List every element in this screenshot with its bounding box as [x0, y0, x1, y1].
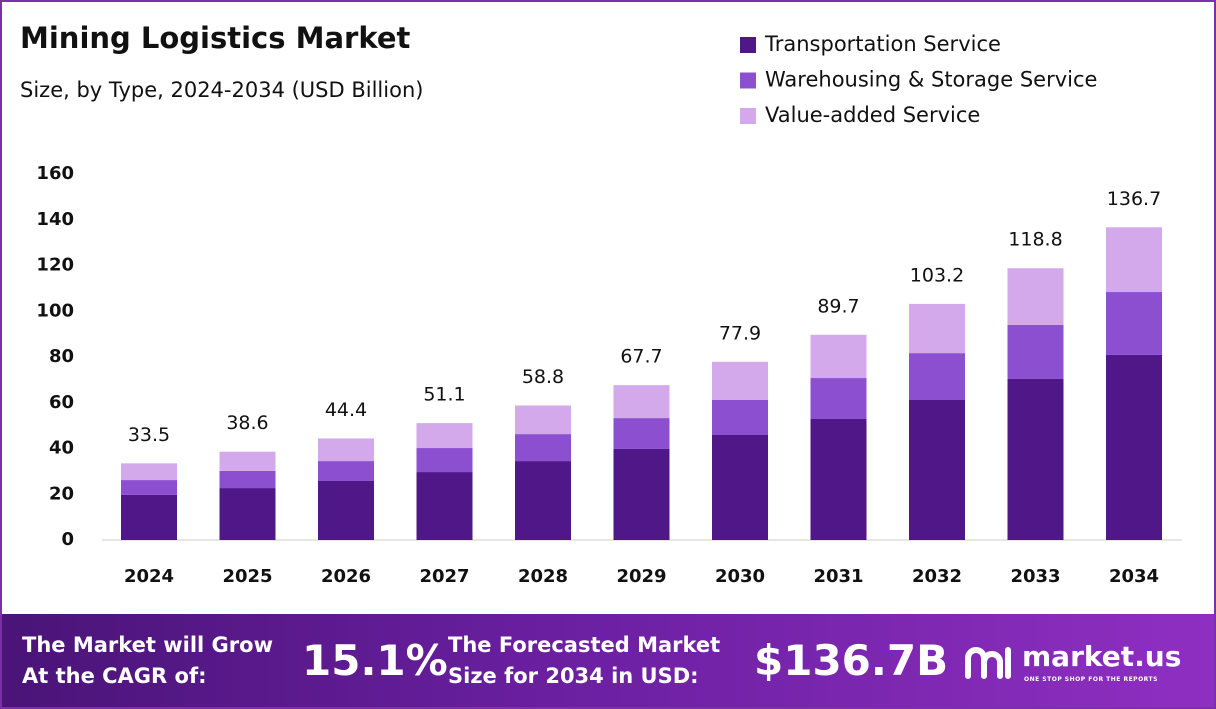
bar-segment: [515, 434, 571, 462]
x-tick-label: 2032: [912, 566, 962, 587]
bar-segment: [1007, 268, 1064, 325]
legend-swatch: [740, 108, 756, 124]
bar-segment: [1106, 227, 1162, 293]
bar-segment: [121, 494, 177, 540]
brand-tagline: ONE STOP SHOP FOR THE REPORTS: [1024, 676, 1158, 683]
total-label: 58.8: [522, 366, 564, 388]
bar-segment: [416, 423, 473, 449]
total-label: 136.7: [1107, 188, 1161, 210]
total-label: 77.9: [719, 322, 761, 344]
x-tick-label: 2028: [518, 566, 568, 587]
x-tick-label: 2029: [616, 566, 666, 587]
cagr-text: The Market will Grow At the CAGR of:: [22, 630, 273, 692]
bar-segment: [909, 400, 965, 540]
bar-segment: [515, 405, 571, 435]
total-label: 51.1: [423, 384, 465, 406]
bar-segment: [416, 448, 473, 473]
y-tick-label: 20: [49, 483, 74, 504]
x-tick-label: 2026: [321, 566, 371, 587]
bar-segment: [219, 451, 276, 471]
total-label: 67.7: [620, 346, 662, 368]
bar-segment: [121, 463, 177, 481]
brand-logo: [965, 647, 1011, 679]
bar-segment: [712, 361, 768, 401]
legend-swatch: [740, 72, 756, 89]
forecast-text: The Forecasted Market Size for 2034 in US…: [448, 630, 720, 692]
bar-segment: [219, 488, 276, 540]
y-tick-label: 120: [36, 255, 74, 276]
chart-subtitle: Size, by Type, 2024-2034 (USD Billion): [20, 78, 423, 102]
cagr-text-1: The Market will Grow: [22, 633, 273, 657]
bar-segment: [1106, 292, 1162, 355]
y-tick-label: 0: [61, 529, 74, 550]
total-label: 89.7: [817, 295, 859, 317]
y-tick-label: 60: [49, 392, 74, 413]
bar-segment: [613, 448, 670, 540]
x-tick-label: 2025: [222, 566, 272, 587]
bar-segment: [1007, 378, 1064, 540]
y-tick-label: 140: [36, 209, 74, 230]
bar-segment: [318, 438, 374, 462]
forecast-text-2: Size for 2034 in USD:: [448, 664, 699, 688]
forecast-text-1: The Forecasted Market: [448, 633, 721, 657]
y-tick-label: 160: [36, 163, 74, 184]
footer-banner: The Market will Grow At the CAGR of: 15.1…: [2, 614, 1214, 707]
y-tick-label: 100: [36, 300, 74, 321]
bar-segment: [712, 435, 768, 540]
chart-title: Mining Logistics Market: [20, 21, 411, 55]
y-tick-label: 80: [49, 346, 74, 367]
bar-segment: [219, 470, 276, 489]
bar-segment: [613, 418, 670, 449]
bar-segment: [909, 353, 965, 401]
total-label: 33.5: [128, 424, 170, 446]
legend-swatch: [740, 37, 756, 53]
bar-segment: [810, 418, 867, 540]
total-label: 118.8: [1008, 229, 1062, 251]
bar-segment: [712, 400, 768, 436]
bar-segment: [416, 472, 473, 540]
cagr-value: 15.1%: [302, 636, 448, 685]
total-label: 44.4: [325, 399, 367, 421]
chart: Mining Logistics Market Size, by Type, 2…: [20, 21, 1182, 587]
y-tick-label: 40: [49, 438, 74, 459]
total-label: 38.6: [226, 412, 268, 434]
x-tick-label: 2024: [124, 566, 174, 587]
bar-segment: [515, 461, 571, 540]
total-label: 103.2: [910, 264, 964, 286]
legend-label: Warehousing & Storage Service: [765, 68, 1097, 92]
bar-segment: [810, 378, 867, 419]
brand-name: market.us: [1022, 640, 1182, 673]
bar-segment: [613, 385, 670, 419]
bar-segment: [121, 480, 177, 495]
bar-segment: [318, 461, 374, 481]
x-tick-label: 2031: [813, 566, 863, 587]
forecast-value: $136.7B: [754, 636, 949, 685]
cagr-text-2: At the CAGR of:: [22, 664, 207, 688]
x-tick-label: 2027: [419, 566, 469, 587]
x-tick-label: 2030: [715, 566, 765, 587]
bar-segment: [810, 334, 867, 379]
bar-segment: [1106, 354, 1162, 540]
legend-label: Value-added Service: [765, 103, 980, 127]
x-tick-label: 2033: [1010, 566, 1060, 587]
bar-segment: [1007, 324, 1064, 379]
bar-segment: [318, 480, 374, 540]
legend-label: Transportation Service: [764, 32, 1001, 56]
bar-segment: [909, 303, 965, 354]
x-tick-label: 2034: [1109, 566, 1159, 587]
